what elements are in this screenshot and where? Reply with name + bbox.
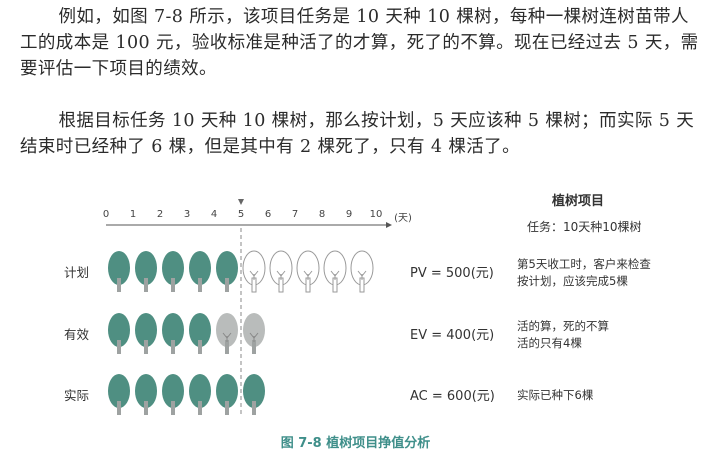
tick-0: 0 <box>102 209 110 220</box>
paragraph-1: 例如，如图 7-8 所示，该项目任务是 10 天种 10 棵树，每种一棵树连树苗… <box>20 7 699 79</box>
tree-rows <box>108 250 374 415</box>
note-plan-line1: 第5天收工时，客户来检查 <box>517 257 651 271</box>
tick-8: 8 <box>318 209 326 220</box>
tree-plan-9-icon <box>323 250 347 293</box>
side-title: 植树项目 <box>552 194 605 209</box>
tick-6: 6 <box>264 209 272 220</box>
figure-caption: 图 7-8 植树项目挣值分析 <box>280 436 431 451</box>
paragraph-2: 根据目标任务 10 天种 10 棵树，那么按计划，5 天应该种 5 棵树；而实际… <box>20 111 695 157</box>
tick-10: 10 <box>369 209 383 220</box>
tree-plan-7-icon <box>269 250 293 293</box>
tick-7: 7 <box>291 209 299 220</box>
tree-plan-3-icon <box>162 251 184 292</box>
tick-2: 2 <box>156 209 164 220</box>
tree-plan-8-icon <box>296 250 320 293</box>
tree-plan-6-icon <box>242 250 266 293</box>
tree-earned-2-icon <box>135 313 157 354</box>
axis-unit: (天) <box>394 213 412 224</box>
row-label-plan: 计划 <box>64 265 90 280</box>
note-actual: 实际已种下6棵 <box>517 387 593 404</box>
tick-1: 1 <box>129 209 137 220</box>
note-plan-line2: 按计划，应该完成5棵 <box>517 274 628 288</box>
tree-actual-3-icon <box>162 374 184 415</box>
note-earned-line2: 活的只有4棵 <box>517 336 582 350</box>
row-label-earned: 有效 <box>64 327 90 342</box>
tree-earned-3-icon <box>162 313 184 354</box>
tree-earned-1-icon <box>108 313 130 354</box>
tree-actual-4-icon <box>189 374 211 415</box>
tree-actual-5-icon <box>216 374 238 415</box>
tree-earned-6-icon <box>243 313 265 354</box>
note-earned: 活的算，死的不算 活的只有4棵 <box>517 318 609 352</box>
tick-4: 4 <box>210 209 218 220</box>
tree-actual-2-icon <box>135 374 157 415</box>
value-ac: AC = 600(元) <box>410 389 495 404</box>
side-task: 任务：10天种10棵树 <box>527 220 642 234</box>
tree-plan-10-icon <box>350 250 374 293</box>
tree-plan-2-icon <box>135 251 157 292</box>
value-ev: EV = 400(元) <box>410 328 495 343</box>
value-pv: PV = 500(元) <box>410 266 494 281</box>
tick-9: 9 <box>345 209 353 220</box>
tree-actual-6-icon <box>243 374 265 415</box>
note-earned-line1: 活的算，死的不算 <box>517 319 609 333</box>
axis-arrow <box>386 222 392 228</box>
row-label-actual: 实际 <box>64 388 90 403</box>
tree-earned-5-icon <box>216 313 238 354</box>
tick-5: 5 <box>237 209 245 220</box>
note-actual-line1: 实际已种下6棵 <box>517 388 594 402</box>
today-marker-icon <box>238 199 244 205</box>
note-plan: 第5天收工时，客户来检查 按计划，应该完成5棵 <box>517 256 651 290</box>
tree-earned-4-icon <box>189 313 211 354</box>
tree-actual-1-icon <box>108 374 130 415</box>
tree-plan-4-icon <box>189 251 211 292</box>
tree-plan-1-icon <box>108 251 130 292</box>
tree-plan-5-icon <box>216 251 238 292</box>
tick-3: 3 <box>183 209 191 220</box>
